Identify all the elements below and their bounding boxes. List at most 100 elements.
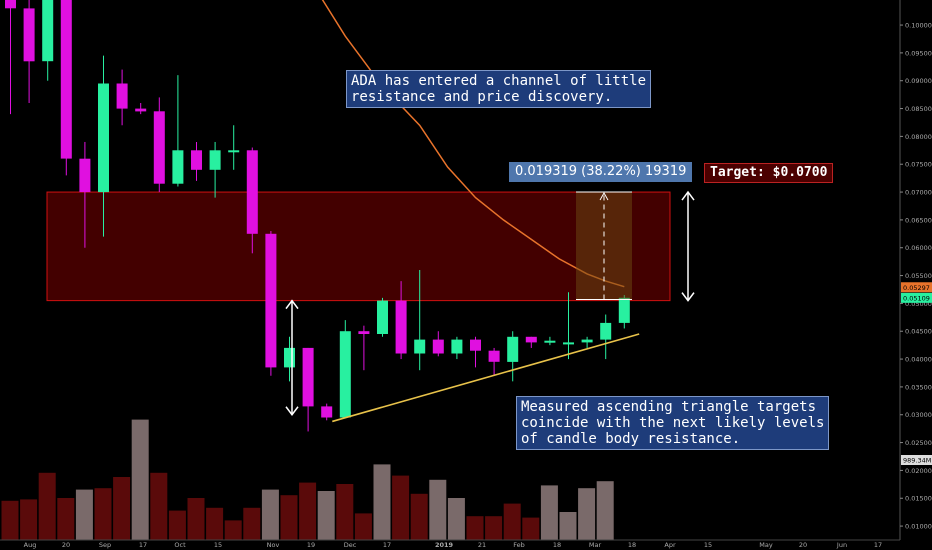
volume-bar xyxy=(224,520,242,540)
candle-body xyxy=(563,342,574,345)
double-arrow-right-heads xyxy=(681,190,695,302)
candle-body xyxy=(265,233,277,368)
x-tick-label: Aug xyxy=(24,541,37,549)
volume-bar xyxy=(540,485,558,540)
volume-bar xyxy=(373,464,391,540)
candle-body xyxy=(544,340,556,343)
volume-bar xyxy=(429,479,447,540)
volume-tag-bg xyxy=(901,455,932,465)
x-tick-label: 15 xyxy=(704,541,712,549)
volume-layer xyxy=(1,419,614,540)
annotation-triangle-targets: Measured ascending triangle targets coin… xyxy=(516,396,830,450)
candle-body xyxy=(228,150,240,153)
target-label: Target: $0.0700 xyxy=(704,163,834,183)
resistance-zone xyxy=(46,191,671,302)
candle-body xyxy=(432,339,444,354)
x-tick-label: Jun xyxy=(836,541,847,549)
measure-label: 0.019319 (38.22%) 19319 xyxy=(509,162,693,182)
x-tick-label: Apr xyxy=(664,541,676,549)
volume-bar xyxy=(485,516,503,540)
ascending-trendline xyxy=(332,333,640,423)
candle-body xyxy=(414,339,426,354)
candle-body xyxy=(246,150,258,234)
candle-body xyxy=(135,108,147,112)
volume-bar xyxy=(280,495,298,540)
candle-body xyxy=(209,150,221,170)
volume-bar xyxy=(392,475,410,540)
candle-body xyxy=(618,297,630,323)
candle-body xyxy=(451,339,463,354)
x-tick-label: Nov xyxy=(267,541,280,549)
x-tick-label: 20 xyxy=(62,541,70,549)
candle-body xyxy=(507,336,519,362)
candle-body xyxy=(581,339,593,343)
candle-body xyxy=(116,83,128,109)
x-axis: Aug 20 Sep 17 Oct 15 Nov 19 Dec 17 2019 21 Feb 18 Mar 1… xyxy=(0,539,900,549)
candle-body xyxy=(600,322,612,340)
x-tick-label: 17 xyxy=(874,541,882,549)
x-tick-label: May xyxy=(759,541,773,549)
candle-body xyxy=(98,83,109,193)
candle-body xyxy=(321,406,333,418)
candle-body xyxy=(470,339,481,351)
resistance-zone-layer xyxy=(46,191,671,302)
candle-body xyxy=(153,111,165,184)
candle-body xyxy=(377,300,388,334)
x-tick-label: Oct xyxy=(174,541,186,549)
candle-body xyxy=(488,350,500,362)
volume-bar xyxy=(168,510,186,540)
x-tick-label: 15 xyxy=(214,541,222,549)
candle-body xyxy=(60,0,72,159)
volume-bar xyxy=(559,512,577,540)
volume-bar xyxy=(354,513,372,540)
volume-bar xyxy=(187,498,205,540)
volume-bar xyxy=(299,482,317,540)
x-tick-label: 18 xyxy=(553,541,561,549)
candle-body xyxy=(42,0,54,62)
candle-body xyxy=(525,336,537,343)
ma-price-tag: 0.05297 xyxy=(903,284,930,292)
volume-bar xyxy=(1,500,19,540)
candle-body xyxy=(172,150,184,184)
candle-body xyxy=(284,347,295,368)
annotation-channel: ADA has entered a channel of little resi… xyxy=(346,70,652,108)
x-tick-label: 20 xyxy=(799,541,807,549)
volume-bar xyxy=(317,491,335,540)
x-tick-label: 17 xyxy=(383,541,391,549)
last-price-tag-bg xyxy=(901,292,932,303)
volume-bar xyxy=(150,472,168,540)
volume-bar xyxy=(503,503,521,540)
x-tick-label: Dec xyxy=(344,541,357,549)
volume-bar xyxy=(206,507,224,540)
double-arrow-left-heads xyxy=(285,299,299,416)
candle-body xyxy=(23,8,35,62)
candle-body xyxy=(79,158,91,193)
volume-bar xyxy=(38,472,56,540)
volume-bar xyxy=(336,484,354,540)
volume-bar xyxy=(522,517,540,540)
volume-bar xyxy=(410,493,428,540)
volume-bar xyxy=(20,499,38,540)
candle-body xyxy=(302,347,314,407)
x-tick-label: 2019 xyxy=(435,541,454,549)
volume-bar xyxy=(261,489,279,540)
x-tick-label: Mar xyxy=(589,541,602,549)
volume-bar xyxy=(57,498,75,540)
candle-body xyxy=(395,300,407,354)
